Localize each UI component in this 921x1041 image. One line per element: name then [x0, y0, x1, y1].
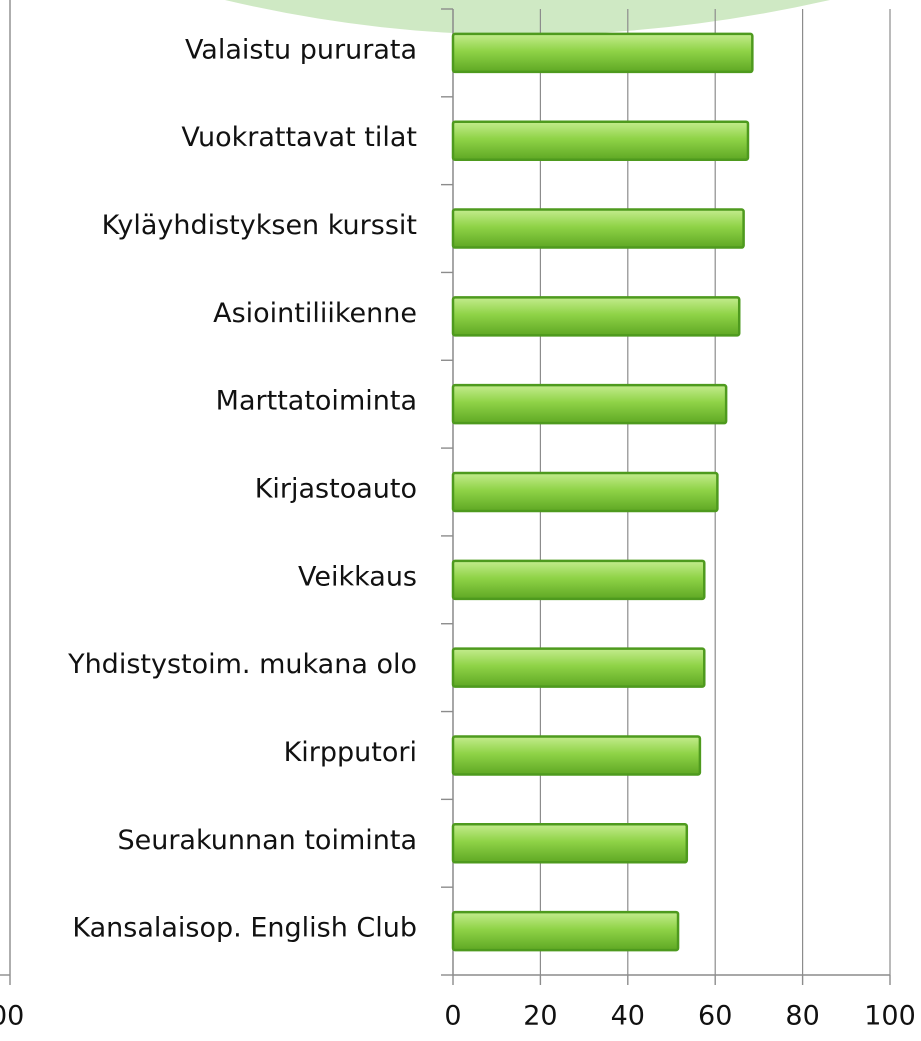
y-tick-label: Marttatoiminta: [216, 386, 417, 417]
left-fragment-label: 00: [0, 1001, 24, 1032]
bar: [453, 297, 739, 335]
x-tick-label: 60: [698, 1001, 732, 1032]
decoration: [225, 0, 830, 35]
chart: 00 0 20 40 60 80 100 Valaistu pururata Vuokratt…: [0, 0, 921, 1041]
y-tick-label: Kirpputori: [284, 737, 417, 768]
x-tick-label: 100: [864, 1001, 916, 1032]
bar: [453, 385, 726, 423]
y-tick-label: Seurakunnan toiminta: [117, 825, 417, 856]
bar: [453, 473, 717, 511]
x-tick-label: 0: [444, 1001, 461, 1032]
bar: [453, 210, 744, 248]
bar: [453, 34, 752, 72]
y-tick-label: Vuokrattavat tilat: [181, 122, 417, 153]
bar: [453, 736, 700, 774]
bar: [453, 649, 704, 687]
bar: [453, 122, 748, 160]
y-tick-label: Asiointiliikenne: [213, 298, 417, 329]
bar: [453, 824, 687, 862]
bar: [453, 912, 678, 950]
y-tick-label: Valaistu pururata: [185, 34, 417, 65]
y-tick-label: Kirjastoauto: [255, 474, 417, 505]
x-tick-label: 20: [523, 1001, 557, 1032]
bar: [453, 561, 704, 599]
x-tick-label: 80: [785, 1001, 819, 1032]
y-tick-label: Yhdistystoim. mukana olo: [67, 649, 417, 680]
y-tick-label: Veikkaus: [298, 561, 417, 592]
y-tick-label: Kyläyhdistyksen kurssit: [102, 210, 417, 241]
y-tick-label: Kansalaisop. English Club: [72, 913, 417, 944]
x-tick-label: 40: [611, 1001, 645, 1032]
